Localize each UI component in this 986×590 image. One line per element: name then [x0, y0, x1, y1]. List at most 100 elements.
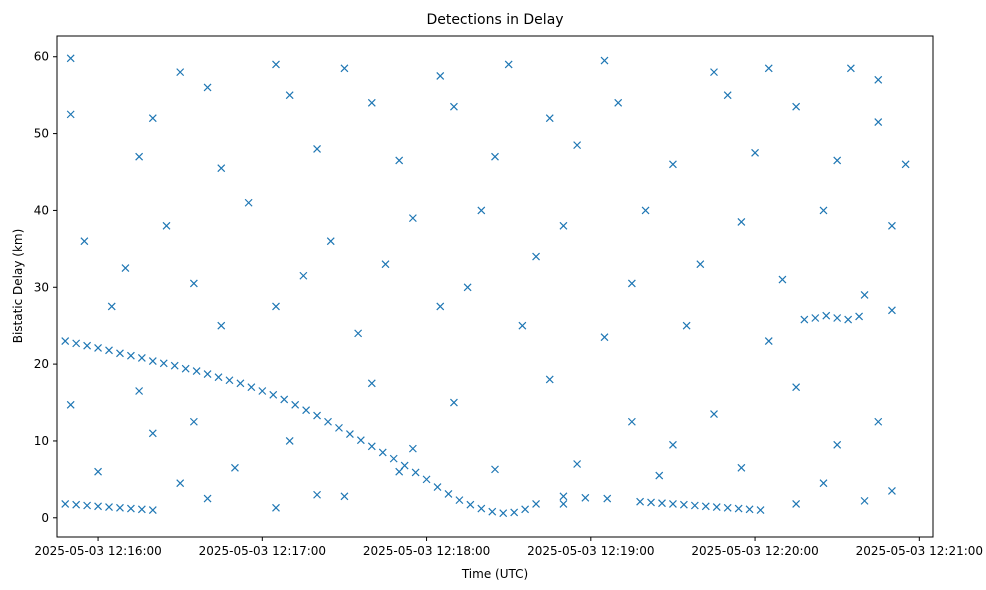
- data-point: [436, 72, 445, 80]
- x-tick-label: 2025-05-03 12:17:00: [199, 544, 326, 558]
- data-point: [395, 467, 404, 476]
- data-point: [764, 337, 773, 345]
- data-point: [285, 91, 294, 100]
- data-point: [381, 260, 390, 269]
- data-point: [272, 503, 280, 512]
- data-point: [433, 483, 442, 491]
- x-tick: 2025-05-03 12:19:00: [527, 537, 655, 558]
- data-point: [581, 493, 590, 502]
- data-point: [66, 110, 75, 119]
- data-point: [690, 501, 699, 510]
- y-tick-label: 0: [41, 511, 49, 525]
- data-point: [655, 471, 664, 480]
- data-point: [354, 329, 363, 338]
- data-point: [61, 337, 70, 345]
- data-point: [819, 479, 828, 488]
- data-point: [679, 500, 688, 509]
- data-point: [313, 490, 321, 499]
- data-point: [236, 379, 245, 388]
- x-tick-label: 2025-05-03 12:19:00: [527, 544, 654, 558]
- y-tick: 50: [34, 127, 57, 141]
- x-tick: 2025-05-03 12:16:00: [34, 537, 162, 558]
- data-point: [712, 503, 721, 511]
- data-point: [135, 152, 144, 161]
- x-tick-label: 2025-05-03 12:16:00: [34, 544, 161, 558]
- y-tick-label: 30: [34, 280, 49, 294]
- data-point: [723, 91, 732, 100]
- data-point: [682, 321, 691, 330]
- y-tick: 30: [34, 280, 57, 294]
- data-point: [436, 302, 445, 311]
- data-point: [258, 387, 267, 395]
- axes-frame: [56, 35, 934, 538]
- data-point: [559, 492, 568, 501]
- data-point: [701, 502, 710, 511]
- data-point: [116, 349, 124, 358]
- data-point: [874, 118, 883, 126]
- data-point: [658, 499, 666, 508]
- data-point: [313, 145, 321, 153]
- data-point: [203, 370, 212, 379]
- data-point: [192, 367, 201, 375]
- data-point: [214, 373, 223, 382]
- data-point: [860, 291, 869, 299]
- data-point: [299, 271, 308, 280]
- data-point: [367, 98, 376, 107]
- data-point: [367, 442, 376, 451]
- data-point: [272, 302, 280, 311]
- data-point: [116, 503, 124, 512]
- data-point: [225, 376, 234, 385]
- data-point: [573, 460, 582, 468]
- data-point: [532, 252, 540, 261]
- x-tick: 2025-05-03 12:17:00: [199, 537, 326, 558]
- data-point: [422, 475, 431, 484]
- data-point: [792, 383, 801, 392]
- data-point: [491, 152, 499, 161]
- data-point: [521, 505, 530, 514]
- data-points: [61, 54, 910, 518]
- data-point: [504, 60, 513, 69]
- data-point: [80, 237, 89, 246]
- data-point: [614, 98, 623, 107]
- data-point: [627, 279, 636, 288]
- data-point: [833, 156, 842, 165]
- data-point: [737, 463, 746, 472]
- data-point: [176, 68, 185, 77]
- data-point: [860, 496, 869, 505]
- data-point: [247, 383, 256, 392]
- data-point: [269, 390, 278, 399]
- data-point: [389, 454, 398, 463]
- x-tick-label: 2025-05-03 12:18:00: [363, 544, 490, 558]
- y-tick-label: 60: [34, 50, 49, 64]
- data-point: [819, 206, 828, 215]
- data-point: [792, 500, 801, 508]
- y-tick-label: 50: [34, 127, 49, 141]
- data-point: [94, 502, 102, 511]
- data-point: [888, 306, 896, 315]
- data-point: [61, 500, 70, 508]
- data-point: [94, 344, 102, 352]
- data-point: [137, 505, 146, 514]
- data-point: [846, 64, 855, 73]
- data-point: [477, 206, 486, 215]
- y-tick: 20: [34, 357, 57, 371]
- data-point: [669, 440, 677, 449]
- data-point: [518, 321, 527, 330]
- y-tick-label: 20: [34, 357, 49, 371]
- data-point: [148, 114, 157, 123]
- data-point: [189, 417, 198, 426]
- data-point: [532, 500, 540, 508]
- data-point: [491, 465, 499, 474]
- data-point: [822, 311, 831, 320]
- x-tick: 2025-05-03 12:20:00: [691, 537, 819, 558]
- data-point: [378, 448, 387, 457]
- data-point: [710, 68, 718, 77]
- data-point: [455, 496, 464, 505]
- data-point: [778, 275, 787, 284]
- data-point: [444, 490, 453, 498]
- y-tick-label: 40: [34, 203, 49, 217]
- x-axis-ticks: 2025-05-03 12:16:00 2025-05-03 12:17:00 20…: [34, 537, 983, 558]
- data-point: [545, 375, 554, 384]
- data-point: [641, 206, 650, 215]
